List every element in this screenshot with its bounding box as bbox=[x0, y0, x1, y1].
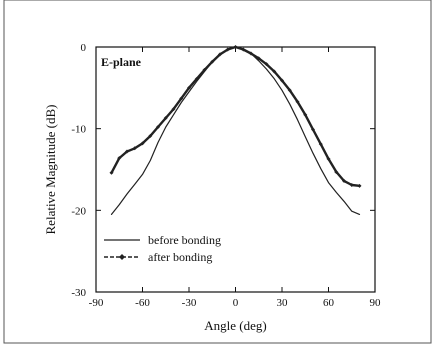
data-point bbox=[241, 47, 246, 52]
data-point bbox=[280, 78, 284, 83]
x-tick-label: 90 bbox=[370, 297, 382, 309]
data-point bbox=[156, 125, 160, 130]
y-tick-label: -20 bbox=[71, 205, 86, 217]
data-point bbox=[334, 169, 339, 174]
ticks: -90 -60 -30 0 30 60 90 0 -10 -20 -30 bbox=[71, 42, 381, 309]
y-tick-label: -30 bbox=[71, 287, 86, 299]
data-point bbox=[256, 56, 261, 61]
data-point bbox=[233, 45, 238, 49]
plot-area bbox=[95, 46, 376, 293]
data-point bbox=[318, 142, 323, 147]
data-point bbox=[287, 88, 292, 93]
data-point bbox=[295, 99, 300, 104]
legend: before bonding after bonding bbox=[104, 233, 221, 264]
data-point bbox=[202, 67, 207, 72]
data-point bbox=[326, 156, 331, 161]
data-point bbox=[210, 59, 215, 64]
data-point bbox=[179, 96, 184, 101]
data-point bbox=[303, 112, 308, 117]
figure-border bbox=[3, 0, 432, 344]
data-point bbox=[349, 183, 354, 188]
y-tick-label: 0 bbox=[81, 42, 87, 54]
legend-label: before bonding bbox=[148, 233, 221, 247]
series-line-before-bonding bbox=[110, 46, 361, 215]
data-point bbox=[194, 76, 199, 81]
x-tick-label: -60 bbox=[135, 297, 150, 309]
y-axis-label: Relative Magnitude (dB) bbox=[43, 105, 58, 235]
y-tick-label: -10 bbox=[71, 124, 86, 136]
data-point bbox=[218, 52, 222, 57]
data-point bbox=[357, 183, 362, 188]
x-tick-label: 0 bbox=[233, 297, 239, 309]
data-point bbox=[264, 62, 269, 67]
legend-marker bbox=[119, 254, 125, 260]
data-point bbox=[125, 149, 129, 154]
data-point bbox=[163, 116, 168, 121]
series-layer bbox=[109, 45, 362, 215]
data-point bbox=[342, 178, 346, 183]
x-tick-label: 30 bbox=[277, 297, 289, 309]
series-line-after-bonding bbox=[110, 45, 361, 188]
x-axis-label: Angle (deg) bbox=[204, 318, 266, 333]
x-tick-label: 60 bbox=[323, 297, 335, 309]
data-point bbox=[109, 170, 114, 175]
x-tick-label: -90 bbox=[89, 297, 104, 309]
data-point bbox=[132, 146, 137, 151]
data-point bbox=[148, 134, 153, 139]
data-point bbox=[187, 85, 191, 90]
data-point bbox=[140, 141, 145, 146]
data-point bbox=[225, 47, 230, 52]
data-point bbox=[311, 127, 315, 132]
x-tick-label: -30 bbox=[182, 297, 197, 309]
data-point bbox=[249, 51, 253, 56]
legend-label: after bonding bbox=[148, 250, 212, 264]
data-point bbox=[171, 107, 176, 112]
plot-annotation: E-plane bbox=[101, 55, 142, 69]
data-point bbox=[117, 156, 122, 161]
data-point bbox=[272, 69, 277, 74]
